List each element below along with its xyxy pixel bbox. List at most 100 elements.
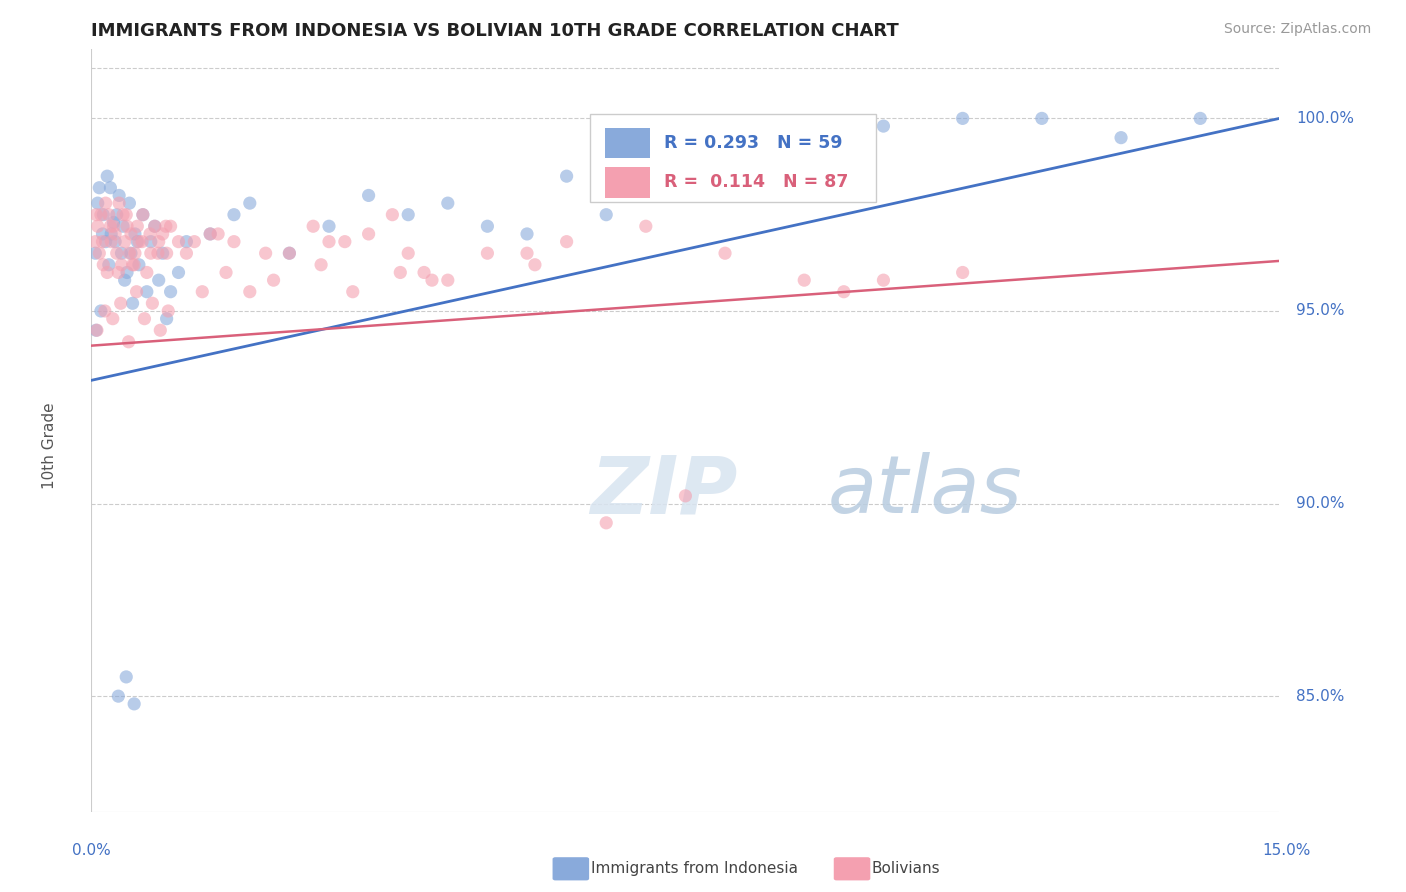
Point [108, 188, 131, 202]
Point [152, 246, 174, 260]
Point [714, 246, 737, 260]
Point [115, 670, 138, 684]
Text: atlas: atlas [828, 452, 1022, 531]
Point [793, 273, 815, 287]
Point [167, 235, 190, 249]
Point [155, 219, 177, 234]
Point [112, 219, 135, 234]
Point [952, 112, 974, 126]
Point [112, 208, 135, 222]
Point [396, 208, 419, 222]
Point [105, 246, 128, 260]
Point [110, 296, 132, 310]
Point [97, 208, 120, 222]
Point [94, 196, 117, 211]
Point [413, 265, 436, 279]
Point [84, 323, 107, 337]
Point [254, 246, 277, 260]
Point [183, 235, 205, 249]
Point [97, 258, 120, 272]
Point [115, 265, 138, 279]
Text: IMMIGRANTS FROM INDONESIA VS BOLIVIAN 10TH GRADE CORRELATION CHART: IMMIGRANTS FROM INDONESIA VS BOLIVIAN 10… [91, 22, 900, 40]
Point [1031, 112, 1053, 126]
Point [89, 180, 111, 194]
Point [114, 273, 136, 287]
Text: 85.0%: 85.0% [1296, 689, 1344, 704]
Point [157, 304, 180, 318]
Text: ZIP: ZIP [591, 452, 738, 531]
Point [94, 235, 117, 249]
Point [84, 235, 107, 249]
Point [96, 169, 118, 183]
Point [128, 258, 150, 272]
Point [239, 285, 262, 299]
Text: R = 0.293   N = 59: R = 0.293 N = 59 [664, 134, 842, 152]
Point [84, 208, 107, 222]
Text: Source: ZipAtlas.com: Source: ZipAtlas.com [1223, 22, 1371, 37]
Point [131, 235, 153, 249]
Point [90, 208, 112, 222]
Text: 15.0%: 15.0% [1263, 843, 1310, 858]
Point [309, 258, 332, 272]
Point [389, 265, 412, 279]
Point [110, 246, 132, 260]
Point [128, 235, 150, 249]
Point [122, 697, 145, 711]
Point [832, 285, 855, 299]
Point [86, 323, 108, 337]
Point [146, 246, 169, 260]
Point [132, 208, 155, 222]
Point [115, 208, 138, 222]
Point [516, 227, 538, 241]
Point [135, 265, 157, 279]
Point [104, 235, 127, 249]
Point [91, 235, 114, 249]
Point [135, 285, 157, 299]
Point [103, 215, 125, 229]
Point [872, 119, 894, 133]
Point [148, 235, 170, 249]
Text: R =  0.114   N = 87: R = 0.114 N = 87 [664, 173, 848, 191]
Point [207, 227, 229, 241]
Point [91, 258, 114, 272]
Point [120, 246, 142, 260]
Point [104, 227, 127, 241]
Text: Bolivians: Bolivians [872, 862, 941, 876]
Point [436, 273, 458, 287]
Point [477, 246, 499, 260]
Point [118, 196, 141, 211]
Point [176, 235, 198, 249]
Point [107, 689, 129, 703]
Point [105, 208, 128, 222]
Point [90, 304, 112, 318]
Point [134, 311, 156, 326]
Point [952, 265, 974, 279]
Point [516, 246, 538, 260]
Point [278, 246, 301, 260]
Point [121, 296, 143, 310]
Point [101, 311, 124, 326]
Point [139, 235, 162, 249]
Point [342, 285, 364, 299]
Point [357, 227, 380, 241]
Bar [605, 167, 650, 197]
Point [263, 273, 285, 287]
Point [555, 169, 578, 183]
Point [148, 273, 170, 287]
Point [125, 285, 148, 299]
Point [124, 227, 146, 241]
Point [381, 208, 404, 222]
Point [103, 219, 125, 234]
Point [872, 273, 894, 287]
Point [91, 227, 114, 241]
Point [176, 246, 198, 260]
Point [477, 219, 499, 234]
Point [1109, 130, 1132, 145]
Point [108, 196, 131, 211]
Point [156, 311, 179, 326]
Point [124, 246, 146, 260]
Text: 10th Grade: 10th Grade [42, 402, 56, 490]
Point [215, 265, 238, 279]
Point [122, 258, 145, 272]
Text: 90.0%: 90.0% [1296, 496, 1344, 511]
